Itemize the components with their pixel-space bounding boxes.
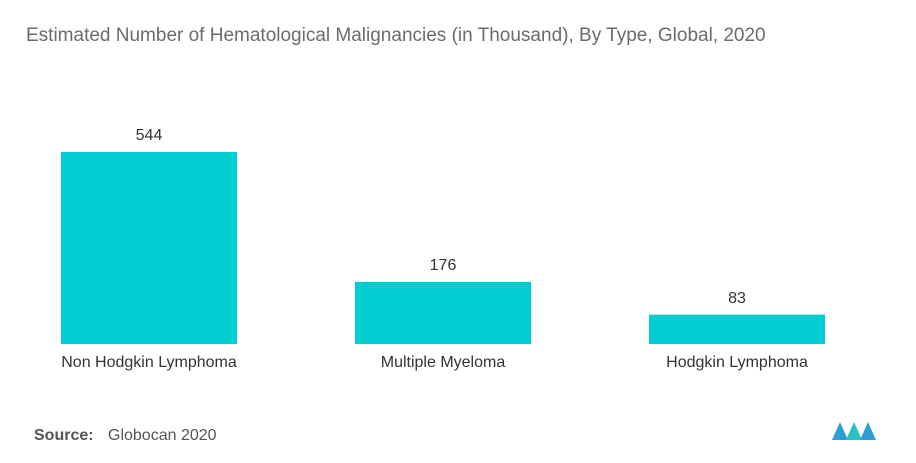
x-tick-label: Multiple Myeloma [381, 354, 506, 371]
bar [649, 314, 825, 344]
bar [61, 152, 237, 344]
bar [355, 281, 531, 344]
value-label: 544 [136, 127, 163, 144]
x-tick-label: Non Hodgkin Lymphoma [61, 354, 237, 371]
source: Globocan 2020 [108, 427, 217, 444]
logo [832, 422, 876, 440]
source-label: Source: [34, 427, 94, 444]
x-tick-label: Hodgkin Lymphoma [666, 354, 808, 371]
value-label: 83 [728, 290, 746, 307]
chart-title: Estimated Number of Hematological Malign… [26, 25, 766, 46]
value-label: 176 [430, 257, 457, 274]
